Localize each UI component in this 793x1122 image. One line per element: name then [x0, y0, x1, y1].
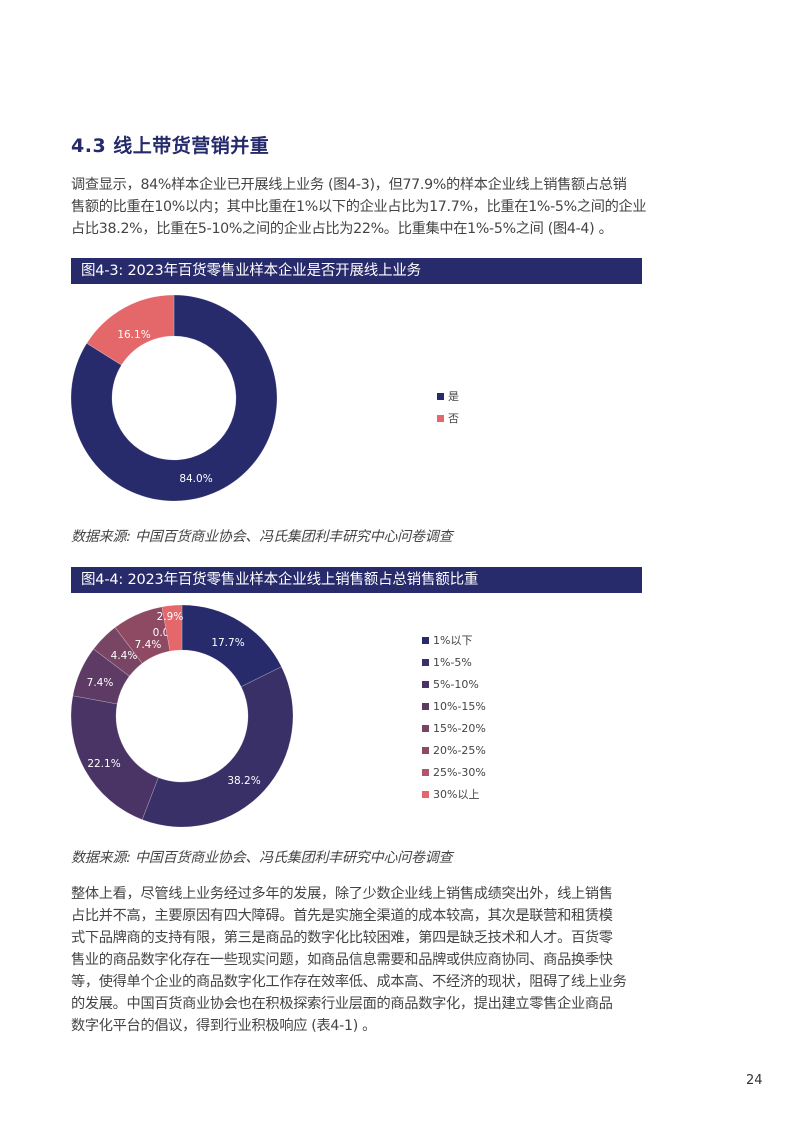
intro-line: 调查显示，84%样本企业已开展线上业务 (图4-3)，但77.9%的样本企业线上… [71, 177, 627, 193]
slice-label: 38.2% [227, 775, 260, 787]
legend-item: 30%以上 [422, 783, 486, 805]
legend-swatch [437, 392, 444, 400]
donut-chart-online-business: 84.0% 16.1% [70, 294, 278, 502]
donut-slice [70, 695, 159, 820]
legend-4-3: 是否 [437, 385, 459, 429]
figure-caption-4-4: 图4-4: 2023年百货零售业样本企业线上销售额占总销售额比重 [71, 567, 642, 593]
legend-item: 25%-30% [422, 761, 486, 783]
legend-label: 1%-5% [433, 655, 472, 669]
legend-4-4: 1%以下 1%-5% 5%-10% 10%-15% 15%-20% 20%-25% 25%-… [422, 629, 486, 805]
donut-slice [70, 294, 278, 502]
legend-label: 15%-20% [433, 721, 486, 735]
legend-label: 否 [448, 412, 459, 425]
legend-label: 是 [448, 390, 459, 403]
legend-swatch [422, 636, 429, 644]
donut-slice [161, 604, 183, 652]
legend-item: 否 [437, 407, 459, 429]
slice-label: 4.4% [111, 650, 138, 662]
figure-caption-4-3: 图4-3: 2023年百货零售业样本企业是否开展线上业务 [71, 258, 642, 284]
body-paragraph: 整体上看，尽管线上业务经过多年的发展，除了少数企业线上销售成绩突出外，线上销售 … [71, 883, 651, 1037]
slice-label: 16.1% [117, 329, 150, 341]
legend-label: 5%-10% [433, 677, 479, 691]
body-line: 数字化平台的倡议，得到行业积极响应 (表4-1) 。 [71, 1018, 377, 1034]
intro-line: 售额的比重在10%以内；其中比重在1%以下的企业占比为17.7%，比重在1%-5… [71, 199, 647, 215]
legend-swatch [422, 724, 429, 732]
legend-swatch [422, 790, 429, 798]
legend-swatch [422, 746, 429, 754]
slice-label: 7.4% [87, 677, 114, 689]
slice-label: 7.4% [135, 639, 162, 651]
legend-item: 15%-20% [422, 717, 486, 739]
legend-swatch [422, 680, 429, 688]
body-line: 的发展。中国百货商业协会也在积极探索行业层面的商品数字化，提出建立零售企业商品 [71, 996, 613, 1012]
slice-label: 22.1% [87, 758, 120, 770]
legend-item: 1%-5% [422, 651, 486, 673]
donut-slice [93, 626, 143, 677]
page-number: 24 [746, 1073, 763, 1088]
legend-swatch [437, 414, 444, 422]
slice-label: 17.7% [211, 637, 244, 649]
body-line: 整体上看，尽管线上业务经过多年的发展，除了少数企业线上销售成绩突出外，线上销售 [71, 886, 613, 902]
donut-slice [181, 604, 282, 688]
data-source-4-3: 数据来源: 中国百货商业协会、冯氏集团利丰研究中心问卷调查 [71, 529, 453, 545]
legend-label: 30%以上 [433, 788, 480, 801]
legend-item: 是 [437, 385, 459, 407]
legend-swatch [422, 702, 429, 710]
slice-label: 84.0% [179, 473, 212, 485]
intro-line: 占比38.2%，比重在5-10%之间的企业占比为22%。比重集中在1%-5%之间… [71, 221, 613, 237]
intro-paragraph: 调查显示，84%样本企业已开展线上业务 (图4-3)，但77.9%的样本企业线上… [71, 174, 651, 240]
legend-item: 5%-10% [422, 673, 486, 695]
body-line: 占比并不高，主要原因有四大障碍。首先是实施全渠道的成本较高，其次是联营和租赁模 [71, 908, 613, 924]
legend-item: 1%以下 [422, 629, 486, 651]
legend-label: 25%-30% [433, 765, 486, 779]
donut-slice [114, 606, 171, 664]
slice-label: 2.9% [157, 611, 184, 623]
donut-slice [86, 294, 175, 366]
donut-chart-online-sales-share: 17.7%38.2%22.1%7.4%4.4%7.4%0.0%2.9% [70, 604, 294, 828]
legend-item: 20%-25% [422, 739, 486, 761]
legend-swatch [422, 658, 429, 666]
legend-item: 10%-15% [422, 695, 486, 717]
body-line: 等，使得单个企业的商品数字化工作存在效率低、成本高、不经济的现状，阻碍了线上业务 [71, 974, 627, 990]
body-line: 式下品牌商的支持有限，第三是商品的数字化比较困难，第四是缺乏技术和人才。百货零 [71, 930, 613, 946]
legend-label: 10%-15% [433, 699, 486, 713]
legend-swatch [422, 768, 429, 776]
legend-label: 1%以下 [433, 634, 473, 647]
section-title: 4.3 线上带货营销并重 [71, 135, 270, 157]
donut-slice [141, 666, 294, 828]
body-line: 售业的商品数字化存在一些现实问题，如商品信息需要和品牌或供应商协同、商品换季快 [71, 952, 613, 968]
data-source-4-4: 数据来源: 中国百货商业协会、冯氏集团利丰研究中心问卷调查 [71, 850, 453, 866]
legend-label: 20%-25% [433, 743, 486, 757]
